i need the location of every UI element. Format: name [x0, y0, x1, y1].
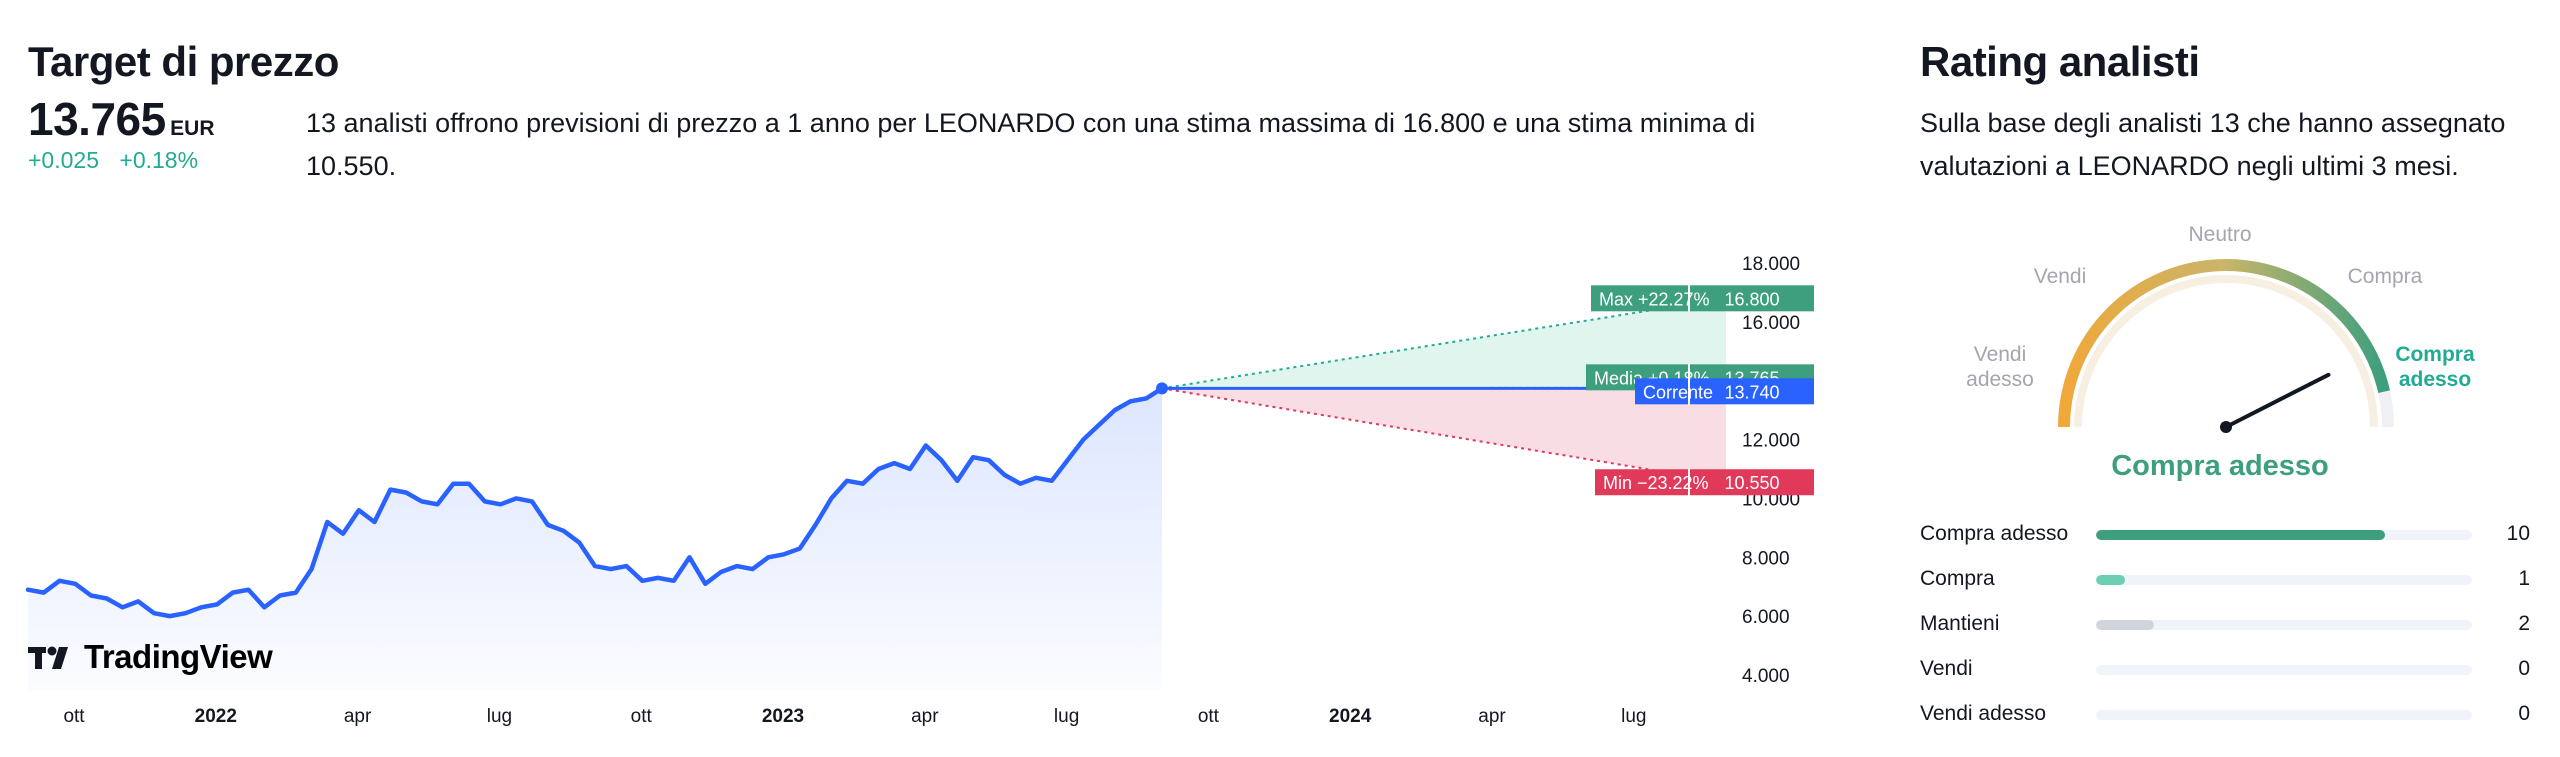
gauge-label-neutral: Neutro — [2188, 223, 2252, 246]
rating-row-count: 0 — [2518, 657, 2530, 680]
tradingview-logo-text: TradingView — [84, 638, 273, 675]
rating-row-count: 10 — [2506, 522, 2530, 545]
y-tick-label: 8.000 — [1742, 548, 1790, 569]
ratings-title: Rating analisti — [1920, 38, 2200, 85]
y-tick-label: 16.000 — [1742, 313, 1800, 334]
forecast-min-line — [1161, 387, 1727, 484]
gauge-needle-hub — [2220, 421, 2232, 433]
min-target-label-text: Min −23.22% — [1603, 473, 1709, 493]
price-history-area — [28, 388, 1162, 690]
rating-row-count: 0 — [2518, 702, 2530, 725]
rating-row-track — [2096, 665, 2472, 675]
min-target-label: Min −23.22% 10.550 — [1595, 469, 1814, 496]
rating-row-label: Compra adesso — [1920, 522, 2069, 545]
gauge-arc — [2058, 259, 2390, 428]
x-tick-label: ott — [631, 706, 653, 727]
x-tick-label: apr — [1478, 706, 1506, 727]
rating-verdict: Compra adesso — [2111, 450, 2329, 482]
tradingview-logo[interactable]: TradingView — [28, 638, 274, 675]
price-target-description: 13 analisti offrono previsioni di prezzo… — [306, 108, 1756, 181]
price-target-block: 13.765 EUR — [28, 92, 215, 146]
current-price-dot — [1156, 382, 1168, 395]
x-tick-label: 2023 — [762, 706, 804, 727]
y-tick-label: 4.000 — [1742, 666, 1790, 687]
currency-label: EUR — [170, 117, 215, 140]
gauge-track — [2058, 259, 2394, 428]
gauge-label-strong-buy: Compra adesso — [2395, 343, 2475, 391]
y-tick-label: 18.000 — [1742, 254, 1800, 275]
rating-row-label: Mantieni — [1920, 612, 2000, 635]
rating-row-label: Vendi — [1920, 657, 1973, 680]
rating-row: Vendi 0 — [1920, 655, 2530, 685]
tradingview-logo-icon — [28, 646, 68, 669]
rating-row-track — [2096, 575, 2472, 585]
max-target-label-text: Max +22.27% — [1599, 289, 1710, 309]
x-tick-label: lug — [487, 706, 512, 727]
x-tick-label: apr — [344, 706, 372, 727]
x-tick-label: lug — [1621, 706, 1646, 727]
rating-row-label: Compra — [1920, 567, 1995, 590]
ratings-description: Sulla base degli analisti 13 che hanno a… — [1920, 108, 2506, 181]
gauge-label-strong-sell: Vendi adesso — [1966, 343, 2034, 391]
forecast-downside-area — [1162, 388, 1726, 483]
rating-gauge — [2058, 259, 2394, 433]
y-tick-label: 12.000 — [1742, 431, 1800, 452]
price-target-title: Target di prezzo — [28, 38, 339, 85]
change-percent: +0.18% — [119, 147, 199, 173]
x-tick-label: ott — [1198, 706, 1220, 727]
rating-row-track — [2096, 710, 2472, 720]
rating-row-bar — [2096, 575, 2125, 585]
rating-row: Mantieni 2 — [1920, 610, 2530, 640]
rating-row-bar — [2096, 620, 2154, 630]
max-target-label-value: 16.800 — [1724, 289, 1779, 309]
x-tick-label: ott — [63, 706, 85, 727]
rating-row: Compra 1 — [1920, 565, 2530, 595]
target-price: 13.765 — [28, 93, 166, 145]
x-tick-label: lug — [1054, 706, 1079, 727]
gauge-label-buy: Compra — [2347, 265, 2423, 288]
max-target-label: Max +22.27% 16.800 — [1591, 285, 1814, 312]
min-target-label-value: 10.550 — [1724, 473, 1779, 493]
x-tick-label: 2022 — [195, 706, 237, 727]
price-history-line — [25, 386, 1165, 619]
x-tick-label: 2024 — [1329, 706, 1372, 727]
y-tick-label: 6.000 — [1742, 607, 1790, 628]
price-target-chart[interactable]: 18.00016.00014.00012.00010.0008.0006.000… — [0, 220, 1880, 757]
gauge-needle — [2224, 372, 2331, 429]
gauge-label-sell: Vendi — [2033, 265, 2087, 288]
rating-row: Vendi adesso 0 — [1920, 700, 2530, 730]
current-price-label-value: 13.740 — [1724, 382, 1779, 402]
rating-row-bar — [2096, 530, 2386, 540]
rating-row-track — [2096, 620, 2472, 630]
rating-row-label: Vendi adesso — [1920, 702, 2047, 725]
current-price-label-text: Corrente — [1643, 382, 1713, 402]
rating-row-count: 1 — [2518, 567, 2530, 590]
rating-row-track — [2096, 530, 2472, 540]
price-change: +0.025 +0.18% — [28, 147, 198, 174]
x-tick-label: apr — [911, 706, 939, 727]
rating-row: Compra adesso 10 — [1920, 520, 2530, 550]
rating-row-count: 2 — [2518, 612, 2530, 635]
change-absolute: +0.025 — [28, 147, 99, 173]
gauge-inner-arc — [2074, 275, 2378, 428]
current-price-label: Corrente 13.740 — [1635, 378, 1814, 405]
